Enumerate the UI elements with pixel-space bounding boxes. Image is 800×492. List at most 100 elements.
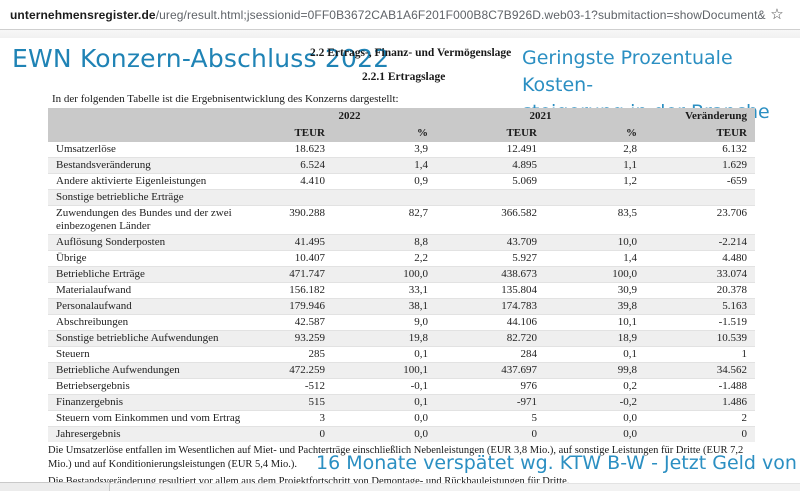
row-value: 8,8 [414,236,428,248]
table-row: Bestandsveränderung 6.524 1,4 4.895 1,1 1.629 [48,157,755,174]
row-label: Andere aktivierte Eigenleistungen [56,175,207,187]
row-label: Bestandsveränderung [56,159,151,171]
row-value: 18,9 [617,332,637,344]
row-value: 4.480 [722,252,747,264]
row-value [545,190,645,206]
row-value: -512 [304,380,325,392]
browser-toolbar-strip [0,29,800,38]
row-value: 5.163 [722,300,747,312]
row-value [263,190,333,206]
table-row: Sonstige betriebliche Erträge [48,189,755,206]
overlay-headline-bottom[interactable]: 16 Monate verspätet wg. KTW B-W - Jetzt … [316,452,800,474]
footnote-bestandsveraenderung: Die Bestandsveränderung resultiert vor a… [48,476,570,487]
row-value: 82.720 [506,332,537,344]
footnote-umsatzerloese: Die Umsatzerlöse entfallen im Wesentlich… [48,445,744,470]
row-value: 0,0 [414,428,428,440]
row-value: 0,1 [414,348,428,360]
table-row: Jahresergebnis 0 0,0 0 0,0 0 [48,426,755,442]
footnotes: Die Umsatzerlöse entfallen im Wesentlich… [48,444,757,492]
row-value: 366.582 [501,207,537,219]
row-value: 2 [741,412,748,424]
row-value: -659 [726,175,747,187]
row-value: 6.524 [300,159,325,171]
row-value: -1.488 [718,380,747,392]
col-group-2022: 2022 [263,108,436,125]
intro-text: In der folgenden Tabelle ist die Ergebni… [52,93,399,105]
row-label: Materialaufwand [56,284,132,296]
row-value: 34.562 [716,364,747,376]
url-path: /ureg/result.html;jsessionid=0FF0B3672CA… [155,7,766,22]
row-value: 23.706 [716,207,747,219]
col-group-veraenderung: Veränderung [645,108,755,125]
row-value: 10.407 [294,252,325,264]
row-label: Betriebsergebnis [56,380,130,392]
row-value: 438.673 [501,268,537,280]
row-value: 471.747 [289,268,325,280]
browser-url-bar[interactable]: unternehmensregister.de/ureg/result.html… [0,0,800,29]
row-value: 100,1 [403,364,428,376]
browser-status-bar [0,483,800,491]
row-value: 10,1 [617,316,637,328]
row-value: 135.804 [501,284,537,296]
bookmark-star-icon[interactable]: ☆ [770,5,784,23]
overlay-headline-top-line1: Geringste Prozentuale Kosten- [522,47,733,96]
financial-table-body: Umsatzerlöse 18.623 3,9 12.491 2,8 6.132 Besta… [48,142,755,442]
row-value: 2,8 [623,143,637,155]
row-value [333,190,436,206]
row-value: 284 [520,348,538,360]
row-value: 12.491 [506,143,537,155]
row-value: 82,7 [408,207,428,219]
table-row: Betriebliche Aufwendungen 472.259 100,1 437… [48,362,755,379]
row-value: 18.623 [294,143,325,155]
row-value: 437.697 [501,364,537,376]
row-label: Betriebliche Erträge [56,268,145,280]
row-value: 0,0 [623,428,637,440]
table-row: Zuwendungen des Bundes und der zwei einb… [48,205,755,235]
row-value: 6.132 [722,143,747,155]
row-value: 0,1 [623,348,637,360]
row-value: -2.214 [718,236,747,248]
row-value: 42.587 [294,316,325,328]
row-value: 41.495 [294,236,325,248]
url-text[interactable]: unternehmensregister.de/ureg/result.html… [10,8,766,22]
row-value [645,190,755,206]
table-row: Auflösung Sonderposten 41.495 8,8 43.709 10,… [48,234,755,251]
subheader-pct-2021: % [545,125,645,142]
row-value: 1 [741,348,748,360]
row-label: Zuwendungen des Bundes und der zwei einb… [56,207,232,232]
row-value: 1,4 [414,159,428,171]
row-value: 5 [531,412,538,424]
header-empty-cell [48,125,263,142]
row-value: 20.378 [716,284,747,296]
row-value: 0,0 [414,412,428,424]
row-value: 4.895 [512,159,537,171]
row-value: 33.074 [716,268,747,280]
row-value: 0 [531,428,538,440]
row-value: 10,0 [617,236,637,248]
row-label: Steuern vom Einkommen und vom Ertrag [56,412,241,424]
table-row: Materialaufwand 156.182 33,1 135.804 30,9 20.… [48,282,755,299]
row-value: 1,1 [623,159,637,171]
table-row: Sonstige betriebliche Aufwendungen 93.259… [48,330,755,347]
table-row: Finanzergebnis 515 0,1 -971 -0,2 1.486 [48,394,755,411]
row-label: Betriebliche Aufwendungen [56,364,180,376]
row-value: 976 [520,380,538,392]
row-label: Finanzergebnis [56,396,124,408]
row-value: -1.519 [718,316,747,328]
row-value: 174.783 [501,300,537,312]
row-value: 285 [308,348,326,360]
subheader-pct-2022: % [333,125,436,142]
table-row: Steuern 285 0,1 284 0,1 1 [48,346,755,363]
row-label: Jahresergebnis [56,428,121,440]
row-value: 5.927 [512,252,537,264]
row-value: 100,0 [403,268,428,280]
row-value: -0,1 [410,380,428,392]
row-value: 156.182 [289,284,325,296]
row-value: 93.259 [294,332,325,344]
table-row: Andere aktivierte Eigenleistungen 4.410 0,… [48,173,755,190]
url-domain: unternehmensregister.de [10,7,156,22]
row-label: Steuern [56,348,90,360]
row-value: 38,1 [408,300,428,312]
row-value: 33,1 [408,284,428,296]
